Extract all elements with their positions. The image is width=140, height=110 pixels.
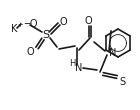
Text: N: N: [109, 48, 116, 58]
Text: O: O: [26, 47, 34, 57]
Text: K$^+$: K$^+$: [10, 21, 25, 35]
Text: S: S: [119, 77, 125, 87]
Text: H: H: [69, 59, 75, 68]
Text: ─O: ─O: [24, 19, 38, 29]
Text: O: O: [84, 16, 92, 26]
Text: S: S: [42, 30, 50, 40]
Text: O: O: [59, 17, 67, 27]
Text: N: N: [75, 63, 83, 73]
